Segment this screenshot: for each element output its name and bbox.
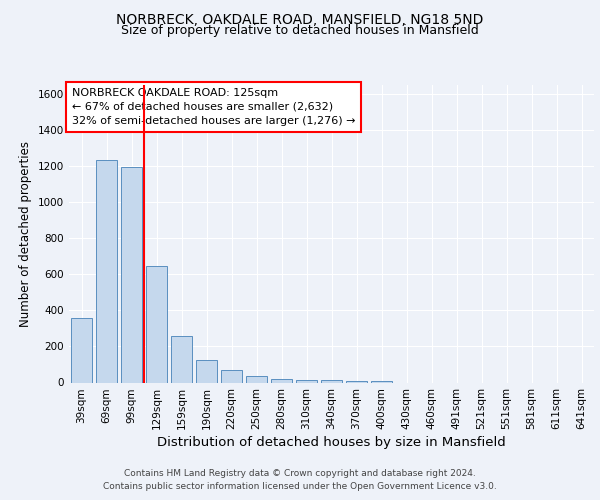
Bar <box>321 380 342 382</box>
Bar <box>146 266 167 382</box>
Bar <box>246 376 267 382</box>
Bar <box>221 370 242 382</box>
Bar <box>296 380 317 382</box>
Text: NORBRECK, OAKDALE ROAD, MANSFIELD, NG18 5ND: NORBRECK, OAKDALE ROAD, MANSFIELD, NG18 … <box>116 12 484 26</box>
Y-axis label: Number of detached properties: Number of detached properties <box>19 141 32 327</box>
Bar <box>96 160 117 382</box>
Bar <box>271 378 292 382</box>
X-axis label: Distribution of detached houses by size in Mansfield: Distribution of detached houses by size … <box>157 436 506 450</box>
Bar <box>171 336 192 382</box>
Bar <box>371 380 392 382</box>
Text: Contains HM Land Registry data © Crown copyright and database right 2024.
Contai: Contains HM Land Registry data © Crown c… <box>103 469 497 491</box>
Text: NORBRECK OAKDALE ROAD: 125sqm
← 67% of detached houses are smaller (2,632)
32% o: NORBRECK OAKDALE ROAD: 125sqm ← 67% of d… <box>71 88 355 126</box>
Bar <box>71 318 92 382</box>
Bar <box>121 167 142 382</box>
Bar <box>196 360 217 382</box>
Bar <box>346 381 367 382</box>
Text: Size of property relative to detached houses in Mansfield: Size of property relative to detached ho… <box>121 24 479 37</box>
